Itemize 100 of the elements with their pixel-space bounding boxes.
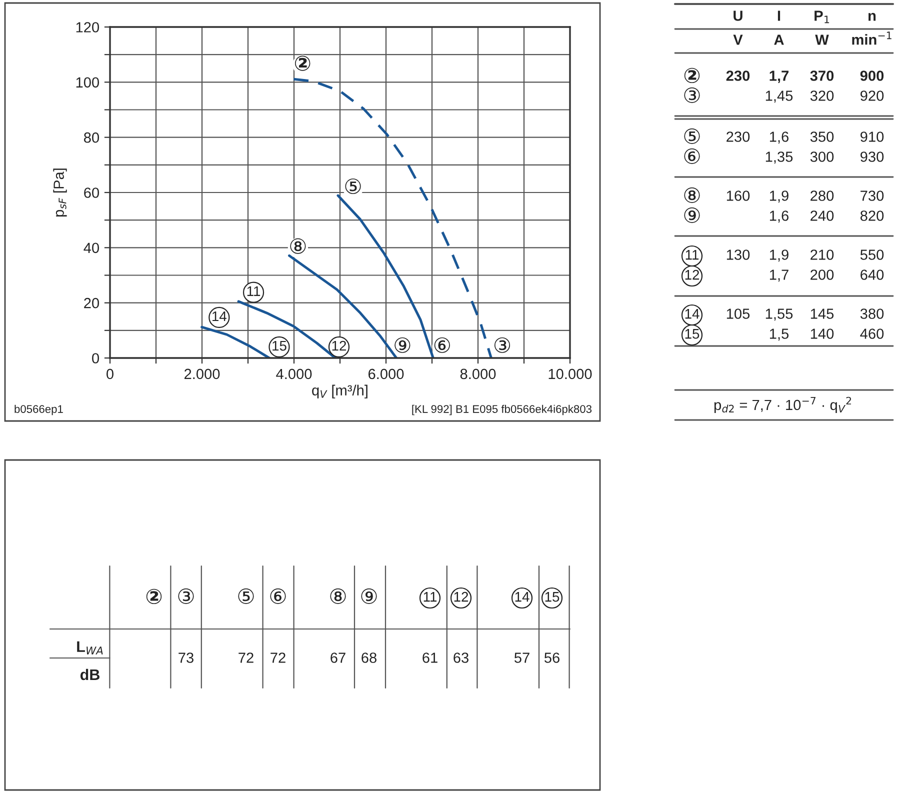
text: 550	[860, 250, 884, 260]
text: 130	[726, 250, 750, 260]
text: W	[815, 34, 829, 45]
text: L$_{WA}$	[77, 641, 103, 654]
text: 1,9	[770, 190, 788, 203]
text: ③	[684, 87, 700, 103]
text: 1,35	[766, 152, 793, 164]
text: 1,5	[770, 328, 789, 341]
text: 1,7	[770, 70, 788, 84]
text: 14	[515, 592, 530, 602]
annotation: 11	[247, 286, 260, 296]
text: 460	[860, 328, 884, 339]
y-tick-label: 60	[84, 188, 100, 198]
text: 57	[514, 652, 530, 663]
text: 230	[726, 132, 750, 142]
text: 72	[238, 652, 254, 663]
annotation: ⑧	[290, 238, 306, 254]
y-tick-label: 100	[76, 77, 100, 88]
text: 68	[362, 652, 376, 663]
text: 1,55	[766, 308, 793, 321]
text: 240	[810, 210, 834, 221]
text: 350	[810, 132, 834, 142]
text: 370	[810, 70, 834, 81]
text: 12	[685, 270, 700, 280]
text: 11	[424, 592, 437, 602]
text: 910	[860, 132, 884, 142]
text: 900	[860, 70, 884, 81]
annotation: ②	[295, 56, 310, 71]
text: ③	[178, 588, 194, 604]
text: 63	[454, 652, 468, 663]
text: 300	[810, 152, 834, 162]
text: 145	[810, 308, 834, 319]
text: P$_{1}$	[814, 10, 830, 24]
text: 11	[686, 250, 699, 260]
annotation: ⑤	[345, 178, 361, 194]
text: dB	[80, 668, 100, 680]
text: 105	[726, 308, 750, 319]
text: 1,6	[770, 210, 788, 223]
text: min$^{−1}$	[852, 32, 892, 45]
text: 56	[544, 652, 560, 663]
annotation: ⑥	[434, 337, 450, 353]
text: I	[778, 10, 780, 21]
text: n	[868, 12, 876, 21]
text: ⑧	[684, 187, 700, 203]
text: ⑨	[684, 207, 700, 223]
text: ②	[684, 68, 700, 84]
x-tick-label: 2.000	[184, 368, 220, 380]
text: ⑤	[238, 588, 254, 604]
text: 380	[860, 308, 884, 319]
text: ⑥	[684, 148, 700, 164]
text: 920	[860, 90, 884, 101]
y-tick-label: 40	[84, 242, 100, 254]
text: 72	[270, 652, 286, 663]
annotation: 12	[332, 340, 346, 351]
text: 930	[860, 152, 884, 162]
text: 160	[726, 190, 750, 201]
text: 730	[860, 190, 884, 201]
text: 200	[810, 270, 834, 280]
text: 820	[860, 210, 884, 221]
x-axis-title: q$_{V}$ [m³/h]	[312, 384, 368, 398]
text: 280	[810, 190, 834, 201]
text: ②	[146, 588, 162, 604]
text: 12	[454, 592, 468, 602]
text: 73	[178, 652, 194, 663]
text: ⑨	[361, 588, 377, 604]
text: V	[733, 34, 743, 45]
annotation: ⑨	[394, 337, 410, 353]
text: 320	[810, 90, 834, 101]
text: 67	[330, 652, 346, 663]
text: 1,6	[770, 132, 788, 144]
text: ⑤	[684, 128, 700, 144]
text: 15	[685, 329, 700, 339]
text: ⑥	[270, 588, 286, 604]
text: 640	[860, 270, 884, 280]
x-tick-label: 8.000	[460, 368, 496, 380]
x-tick-label: 0	[106, 368, 114, 380]
annotation: ③	[494, 337, 510, 353]
annotation: 15	[272, 341, 286, 351]
annotation: 14	[212, 311, 226, 322]
x-tick-label: 10.000	[548, 368, 592, 380]
text: 61	[422, 652, 438, 663]
text: 1,9	[770, 250, 788, 262]
y-tick-label: 80	[84, 132, 100, 143]
text: 15	[545, 592, 560, 602]
text: p$_{d2}$ = 7,7 · 10$^{−7}$ · q$_{V}$$^{2}$	[714, 396, 851, 414]
y-tick-label: 0	[92, 353, 100, 364]
y-axis-title: p$_{sF}$ [Pa]	[53, 168, 67, 216]
text: 210	[810, 250, 834, 260]
text: 140	[810, 328, 834, 339]
text: [KL 992] B1 E095 fb0566ek4i6pk803	[412, 404, 592, 416]
text: 230	[726, 70, 750, 81]
x-tick-label: 6.000	[368, 368, 404, 380]
text: 14	[685, 309, 700, 319]
text: ⑧	[330, 588, 346, 604]
text: U	[734, 10, 742, 21]
text: A	[774, 34, 784, 45]
text: 1,45	[766, 90, 793, 103]
x-tick-label: 4.000	[276, 368, 312, 380]
y-tick-label: 20	[84, 298, 100, 308]
text: b0566ep1	[14, 404, 63, 416]
